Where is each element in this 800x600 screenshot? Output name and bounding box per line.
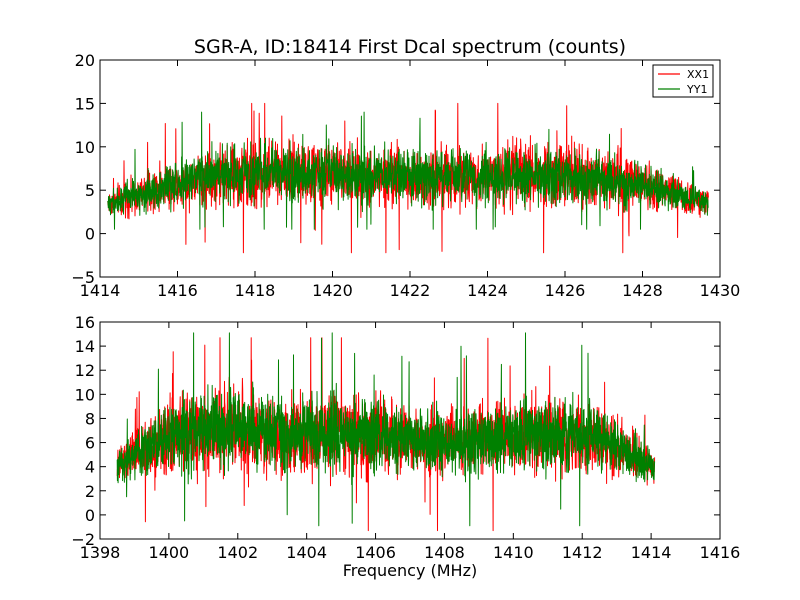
top-x-tick-label: 1420 [312, 281, 353, 300]
bottom-series-line-yy [116, 332, 656, 527]
top-series-line-yy [107, 111, 709, 230]
top-panel-ticks: 1414 1416 1418 1420 1422 1424 1426 1428 1430 −5 0 5… [71, 51, 740, 300]
bottom-x-tick-label: 1408 [424, 543, 465, 562]
bottom-y-tick-label: −2 [71, 530, 95, 549]
top-x-tick-label: 1428 [622, 281, 663, 300]
x-axis-label: Frequency (MHz) [343, 561, 477, 580]
top-y-tick-label: 20 [75, 51, 95, 70]
bottom-x-tick-label: 1414 [631, 543, 672, 562]
legend-label-xx1: XX1 [687, 68, 709, 81]
top-x-tick-label: 1414 [80, 281, 121, 300]
bottom-x-tick-label: 1410 [493, 543, 534, 562]
top-x-tick-label: 1424 [467, 281, 508, 300]
bottom-x-tick-label: 1402 [217, 543, 258, 562]
top-y-tick-label: 15 [75, 94, 95, 113]
bottom-x-tick-label: 1406 [355, 543, 396, 562]
bottom-y-tick-label: 16 [75, 313, 95, 332]
bottom-x-tick-label: 1400 [149, 543, 190, 562]
top-x-tick-label: 1418 [235, 281, 276, 300]
top-panel-series [107, 102, 709, 254]
bottom-y-tick-label: 10 [75, 385, 95, 404]
legend-label-yy1: YY1 [686, 83, 707, 96]
legend-box [652, 64, 714, 98]
top-y-tick-label: 0 [85, 225, 95, 244]
bottom-y-tick-label: 2 [85, 482, 95, 501]
top-panel: 1414 1416 1418 1420 1422 1424 1426 1428 1430 −5 0 5… [71, 51, 740, 300]
bottom-x-tick-label: 1412 [562, 543, 603, 562]
bottom-y-tick-label: 8 [85, 409, 95, 428]
bottom-panel-ticks: 1398 1400 1402 1404 1406 1408 1410 1412 1414 1416… [71, 313, 740, 562]
legend: XX1 YY1 [652, 64, 714, 98]
top-y-tick-label: 5 [85, 181, 95, 200]
top-y-tick-label: 10 [75, 138, 95, 157]
bottom-y-tick-label: 14 [75, 337, 95, 356]
bottom-panel: 1398 1400 1402 1404 1406 1408 1410 1412 1414 1416… [71, 313, 740, 562]
bottom-panel-series [116, 332, 656, 532]
bottom-y-tick-label: 12 [75, 361, 95, 380]
chart-title: SGR-A, ID:18414 First Dcal spectrum (cou… [194, 36, 626, 58]
bottom-x-tick-label: 1398 [80, 543, 121, 562]
bottom-panel-frame [99, 321, 721, 540]
bottom-y-tick-label: 4 [85, 458, 95, 477]
bottom-x-tick-label: 1416 [700, 543, 741, 562]
bottom-y-tick-label: 0 [85, 506, 95, 525]
top-x-tick-label: 1430 [700, 281, 741, 300]
bottom-x-tick-label: 1404 [286, 543, 327, 562]
top-y-tick-label: −5 [71, 268, 95, 287]
top-x-tick-label: 1416 [157, 281, 198, 300]
top-x-tick-label: 1426 [545, 281, 586, 300]
top-x-tick-label: 1422 [390, 281, 431, 300]
bottom-y-tick-label: 6 [85, 434, 95, 453]
